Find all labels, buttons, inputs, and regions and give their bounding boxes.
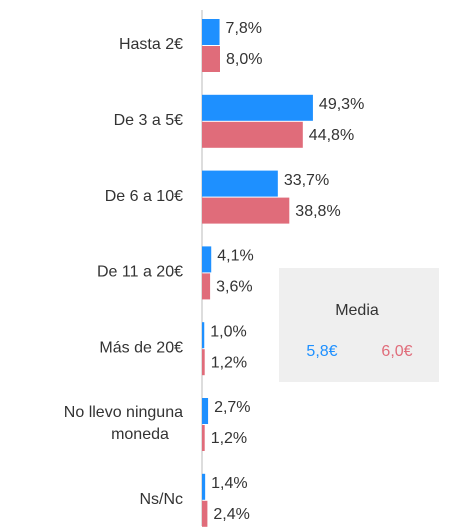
category-label: De 11 a 20€ xyxy=(97,264,183,281)
bar xyxy=(202,425,205,451)
bar xyxy=(202,19,220,45)
value-label: 3,6% xyxy=(216,279,252,296)
bar xyxy=(202,349,205,376)
value-label: 38,8% xyxy=(295,203,340,220)
value-label: 49,3% xyxy=(319,96,364,113)
bar xyxy=(202,170,278,197)
media-value: 6,0€ xyxy=(381,343,412,360)
category-label: Hasta 2€ xyxy=(119,36,183,53)
value-label: 1,4% xyxy=(211,475,247,492)
bar xyxy=(202,322,205,349)
category-label: Más de 20€ xyxy=(99,339,183,356)
category-label: No llevo ninguna moneda xyxy=(64,404,183,443)
value-label: 33,7% xyxy=(284,172,329,189)
bar xyxy=(202,121,303,148)
value-label: 2,4% xyxy=(213,506,249,523)
value-label: 44,8% xyxy=(309,127,354,144)
value-label: 4,1% xyxy=(217,248,253,265)
category-label: De 6 a 10€ xyxy=(105,188,183,205)
category-label: Ns/Nc xyxy=(139,491,183,508)
media-box xyxy=(279,268,439,382)
value-label: 7,8% xyxy=(226,20,262,37)
bar xyxy=(202,46,220,72)
value-label: 2,7% xyxy=(214,399,250,416)
bar xyxy=(202,500,208,527)
value-label: 1,2% xyxy=(211,354,247,371)
media-value: 5,8€ xyxy=(306,343,337,360)
value-label: 1,2% xyxy=(211,430,247,447)
value-label: 8,0% xyxy=(226,51,262,68)
value-label: 1,0% xyxy=(210,323,246,340)
bar xyxy=(202,398,209,424)
bar xyxy=(202,273,211,300)
bar xyxy=(202,197,290,224)
bar xyxy=(202,473,206,500)
category-label: De 3 a 5€ xyxy=(114,112,183,129)
media-title: Media xyxy=(335,302,379,319)
bar xyxy=(202,246,212,273)
bar xyxy=(202,94,313,121)
